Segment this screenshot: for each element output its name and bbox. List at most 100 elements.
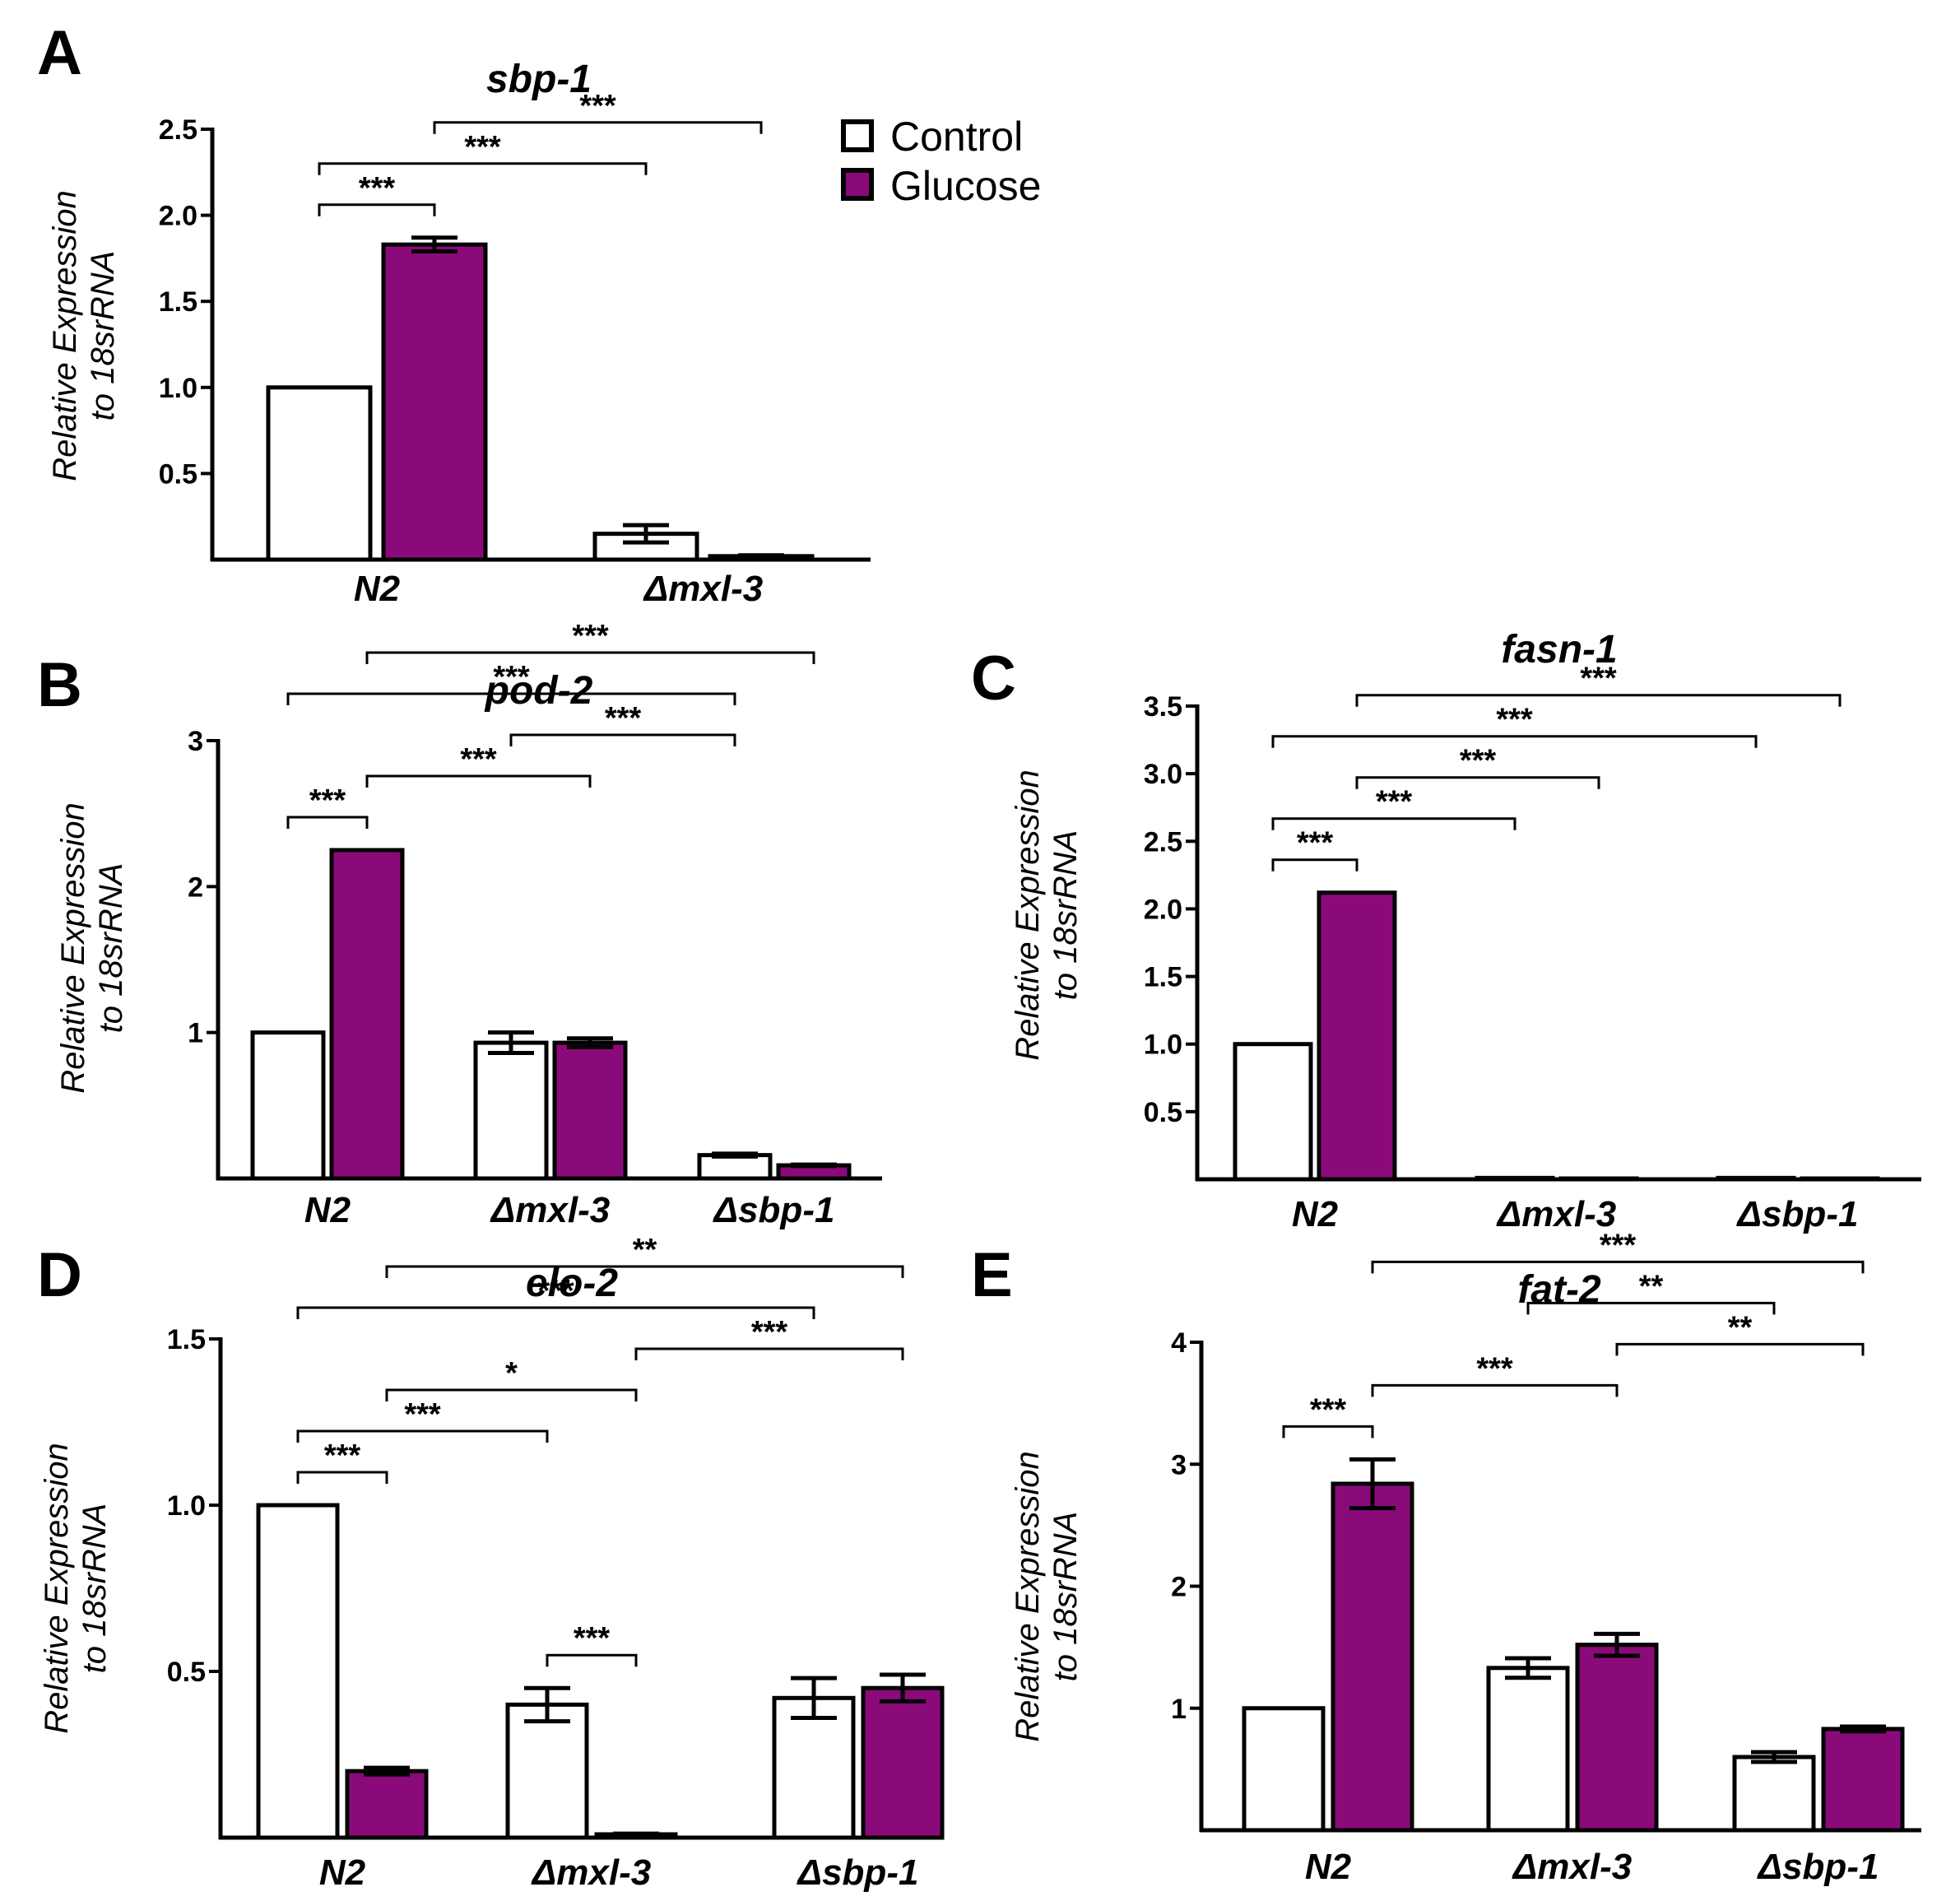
- panel-e-y-tick-label: 3: [1171, 1449, 1187, 1480]
- panel-e-significance-bracket: [1526, 1301, 1776, 1315]
- panel-d-y-tick-label: 1.0: [167, 1490, 206, 1522]
- panel-d-y-axis-label-line2: to 18srRNA: [77, 1504, 113, 1674]
- panel-e-bar-control-n2: [1242, 1706, 1326, 1833]
- panel-d-significance-label: ***: [537, 1274, 574, 1308]
- panel-b-significance-label: ***: [605, 701, 642, 736]
- panel-d-bar-control-mxl-3: [505, 1702, 589, 1840]
- panel-b-category-label: N2: [304, 1190, 351, 1230]
- panel-e-significance-bracket: [1615, 1342, 1865, 1356]
- panel-b-bar-control-n2: [250, 1030, 326, 1181]
- panel-c-y-axis-label: Relative Expressionto 18srRNA: [1010, 769, 1084, 1061]
- panel-a-bar-control-n2: [266, 385, 373, 562]
- panel-e-significance-bracket: [1282, 1425, 1374, 1439]
- panel-b-category-label: Δsbp-1: [713, 1190, 835, 1230]
- panel-e-category-label: Δsbp-1: [1757, 1847, 1879, 1887]
- panel-a-y-axis-label-line1: Relative Expression: [47, 190, 83, 481]
- panel-a-significance-label: ***: [579, 89, 616, 123]
- panel-c-bar-glucose-sbp-1: [1800, 1176, 1880, 1182]
- panel-a-significance-bracket: [433, 121, 763, 134]
- panel-d-bar-glucose-sbp-1: [861, 1685, 945, 1840]
- panel-c-bar-control-sbp-1: [1716, 1175, 1796, 1182]
- panel-b-significance-bracket: [365, 651, 815, 664]
- panel-e-y-axis-label-line1: Relative Expression: [1010, 1451, 1046, 1742]
- panel-d-bar-control-sbp-1: [772, 1695, 856, 1840]
- panel-c-significance-bracket: [1355, 694, 1842, 707]
- legend-label-glucose: Glucose: [890, 163, 1041, 209]
- panel-d-significance-label: ***: [751, 1315, 788, 1350]
- legend-label-control: Control: [890, 114, 1023, 160]
- panel-a-significance-label: ***: [359, 171, 396, 206]
- panel-c-y-tick-label: 1.5: [1144, 962, 1182, 993]
- panel-e-significance-label: **: [1639, 1269, 1664, 1304]
- panel-a-category-label: Δmxl-3: [643, 569, 763, 609]
- panel-d-significance-bracket: [385, 1265, 904, 1278]
- panel-b-significance-bracket: [365, 774, 592, 788]
- panel-c-significance-bracket: [1271, 817, 1516, 830]
- panel-a-category-label: N2: [354, 569, 401, 609]
- panel-b-bar-glucose-n2: [329, 848, 405, 1181]
- panel-e-y-axis-label: Relative Expressionto 18srRNA: [1010, 1451, 1084, 1742]
- panel-c-category-label: Δmxl-3: [1496, 1194, 1616, 1234]
- panel-d-significance-label: ***: [324, 1439, 361, 1473]
- panel-e-letter: E: [971, 1240, 1013, 1310]
- panel-a-letter: A: [37, 18, 82, 88]
- panel-b-category-label: Δmxl-3: [490, 1190, 610, 1230]
- panel-e-title: fat-2: [1517, 1268, 1601, 1312]
- panel-a-y-axis-label-line2: to 18srRNA: [85, 251, 121, 421]
- panel-c-y-tick-label: 0.5: [1144, 1097, 1182, 1128]
- panel-e-bar-control-mxl-3: [1486, 1666, 1570, 1833]
- panel-b-y-tick-label: 1: [188, 1018, 203, 1049]
- panel-d-y-tick-label: 0.5: [167, 1657, 206, 1688]
- panel-d-significance-bracket: [296, 1429, 549, 1443]
- panel-e-bar-glucose-sbp-1: [1821, 1727, 1905, 1833]
- panel-d-significance-bracket: [385, 1388, 638, 1401]
- legend-swatch-glucose: [841, 168, 874, 201]
- panel-b-significance-label: ***: [572, 619, 609, 653]
- panel-d-bar-glucose-n2: [345, 1769, 429, 1840]
- panel-b-significance-bracket: [286, 692, 736, 705]
- panel-c-y-tick-label: 2.5: [1144, 826, 1182, 858]
- panel-d-letter: D: [37, 1240, 82, 1310]
- panel-c-significance-label: ***: [1580, 662, 1617, 696]
- panel-e-bar-glucose-mxl-3: [1575, 1643, 1659, 1833]
- panel-e-significance-bracket: [1371, 1260, 1865, 1274]
- panel-b-bar-control-mxl-3: [473, 1040, 549, 1181]
- legend-swatch-control: [841, 119, 874, 152]
- panel-b-y-axis-label-line2: to 18srRNA: [93, 863, 129, 1034]
- panel-b-bar-glucose-mxl-3: [552, 1040, 628, 1181]
- panel-d-significance-label: ***: [574, 1621, 611, 1656]
- panel-e-category-label: Δmxl-3: [1512, 1847, 1632, 1887]
- panel-d-significance-bracket: [546, 1653, 638, 1667]
- panel-a-y-tick-label: 1.0: [159, 373, 197, 404]
- panel-e-significance-bracket: [1371, 1383, 1619, 1397]
- panel-a-y-tick-label: 0.5: [159, 458, 197, 490]
- panel-c-significance-label: ***: [1376, 785, 1413, 820]
- panel-c-significance-bracket: [1355, 776, 1600, 789]
- panel-d-significance-bracket: [296, 1471, 388, 1484]
- panel-d-category-label: Δsbp-1: [797, 1852, 919, 1893]
- panel-d-significance-bracket: [634, 1347, 904, 1360]
- panel-d-category-label: Δmxl-3: [531, 1852, 651, 1893]
- panel-d-category-label: N2: [319, 1852, 366, 1893]
- panel-e-significance-label: ***: [1476, 1351, 1513, 1386]
- panel-c-category-label: Δsbp-1: [1736, 1194, 1859, 1234]
- panel-e-bar-glucose-n2: [1331, 1481, 1414, 1833]
- panel-a-significance-label: ***: [464, 130, 501, 165]
- panel-e-significance-label: ***: [1600, 1228, 1637, 1262]
- panel-b-significance-bracket: [509, 733, 736, 746]
- panel-d-y-axis-label: Relative Expressionto 18srRNA: [39, 1443, 113, 1734]
- panel-c-y-tick-label: 3.5: [1144, 691, 1182, 723]
- legend: Control Glucose: [841, 114, 1041, 209]
- panel-c-bar-glucose-mxl-3: [1558, 1176, 1639, 1182]
- panel-d-significance-label: *: [505, 1356, 518, 1391]
- panel-e-category-label: N2: [1305, 1847, 1352, 1887]
- panel-e-significance-label: ***: [1310, 1392, 1347, 1427]
- panel-b-significance-label: ***: [309, 783, 346, 818]
- panel-d-bar-control-n2: [256, 1503, 340, 1840]
- panel-d-title: elo-2: [526, 1262, 618, 1305]
- panel-e-y-tick-label: 2: [1171, 1572, 1187, 1603]
- panel-e-significance-label: **: [1728, 1310, 1753, 1345]
